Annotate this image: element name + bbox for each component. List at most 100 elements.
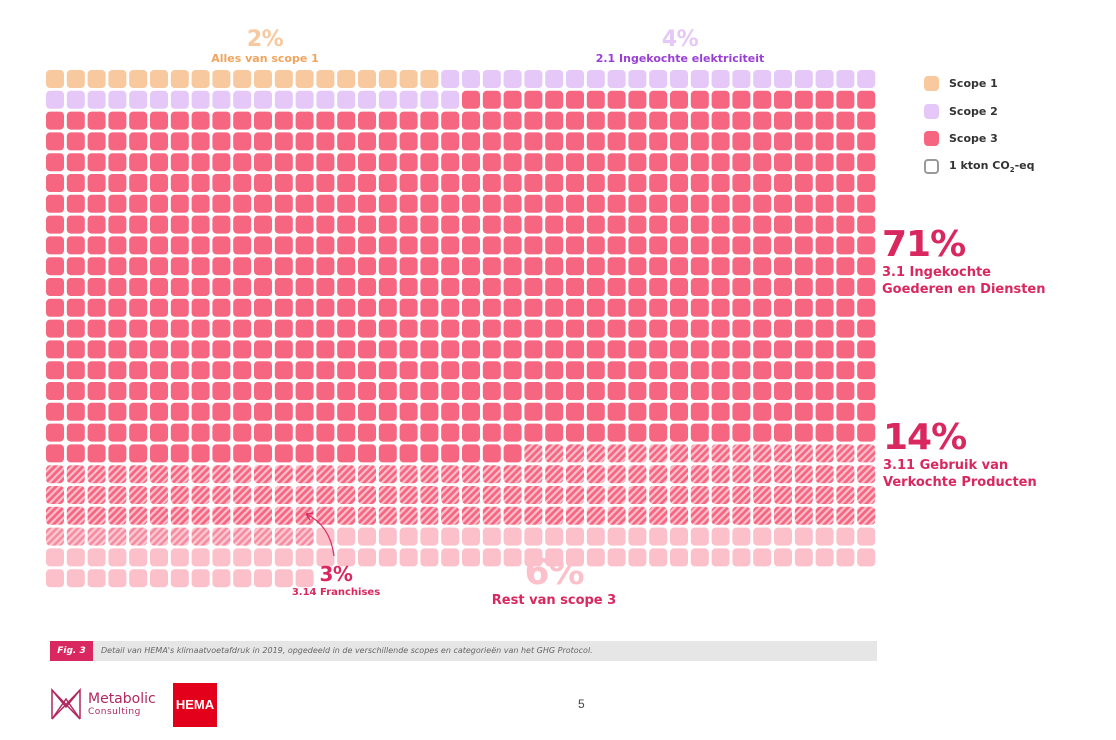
waffle-cell-use — [46, 486, 64, 504]
legend-unit-label: 1 kton CO2-eq — [949, 158, 1035, 174]
waffle-cell-goods — [628, 402, 647, 421]
waffle-cell-goods — [545, 215, 564, 234]
waffle-cell-goods — [337, 236, 356, 255]
waffle-cell-goods — [607, 236, 626, 255]
waffle-cell-goods — [711, 278, 730, 296]
waffle-cell-use — [337, 506, 356, 525]
waffle-cell-use — [46, 465, 64, 484]
waffle-cell-goods — [503, 319, 522, 338]
waffle-cell-goods — [441, 402, 460, 421]
franchise-arrow — [305, 513, 335, 557]
waffle-cell-scope1 — [87, 70, 106, 88]
waffle-cell-goods — [503, 423, 522, 442]
waffle-cell-goods — [108, 361, 127, 380]
waffle-cell-scope1 — [316, 70, 335, 88]
waffle-cell-goods — [420, 298, 439, 317]
waffle-cell-rest — [274, 569, 293, 588]
waffle-cell-goods — [420, 153, 439, 172]
waffle-cell-goods — [711, 361, 730, 380]
waffle-cell-goods — [274, 215, 293, 234]
legend-label-scope2: Scope 2 — [949, 104, 998, 118]
waffle-cell-goods — [794, 174, 813, 192]
waffle-cell-rest — [753, 527, 772, 546]
waffle-cell-goods — [46, 278, 64, 296]
waffle-cell-goods — [337, 132, 356, 151]
waffle-cell-use — [628, 486, 647, 504]
waffle-cell-use — [628, 465, 647, 484]
waffle-cell-goods — [628, 319, 647, 338]
waffle-cell-goods — [857, 340, 876, 359]
waffle-cell-goods — [87, 215, 106, 234]
waffle-cell-scope1 — [191, 70, 210, 88]
waffle-cell-goods — [170, 194, 189, 213]
waffle-cell-goods — [690, 340, 709, 359]
waffle-cell-goods — [482, 278, 501, 296]
waffle-cell-use — [420, 465, 439, 484]
waffle-cell-use — [649, 444, 668, 463]
waffle-cell-goods — [233, 298, 252, 317]
waffle-cell-goods — [378, 215, 397, 234]
waffle-cell-goods — [378, 382, 397, 400]
waffle-cell-use — [586, 465, 605, 484]
waffle-cell-use — [233, 486, 252, 504]
waffle-cell-goods — [670, 423, 688, 442]
waffle-cell-goods — [316, 111, 335, 130]
waffle-cell-goods — [774, 90, 792, 109]
waffle-cell-use — [566, 506, 584, 525]
waffle-cell-goods — [628, 340, 647, 359]
waffle-cell-goods — [316, 278, 335, 296]
waffle-cell-goods — [607, 215, 626, 234]
waffle-cell-goods — [566, 402, 584, 421]
waffle-cell-goods — [254, 444, 272, 463]
waffle-cell-goods — [774, 402, 792, 421]
waffle-cell-goods — [545, 278, 564, 296]
waffle-cell-goods — [649, 257, 668, 276]
waffle-cell-goods — [503, 257, 522, 276]
waffle-cell-goods — [150, 402, 168, 421]
waffle-cell-goods — [129, 153, 148, 172]
waffle-cell-goods — [462, 257, 480, 276]
waffle-cell-goods — [129, 319, 148, 338]
waffle-cell-goods — [670, 111, 688, 130]
waffle-cell-goods — [566, 298, 584, 317]
waffle-cell-rest — [441, 548, 460, 567]
waffle-cell-rest — [295, 548, 314, 567]
waffle-cell-goods — [774, 278, 792, 296]
waffle-cell-goods — [690, 382, 709, 400]
waffle-cell-goods — [274, 402, 293, 421]
waffle-cell-goods — [462, 382, 480, 400]
waffle-cell-goods — [441, 194, 460, 213]
waffle-cell-goods — [378, 444, 397, 463]
waffle-cell-goods — [358, 257, 376, 276]
waffle-cell-rest — [732, 527, 751, 546]
waffle-cell-goods — [316, 382, 335, 400]
waffle-cell-goods — [46, 423, 64, 442]
waffle-cell-scope2 — [690, 70, 709, 88]
waffle-cell-use — [295, 465, 314, 484]
waffle-cell-goods — [649, 236, 668, 255]
legend-item-unit: 1 kton CO2-eq — [924, 153, 1034, 181]
waffle-cell-goods — [649, 423, 668, 442]
waffle-cell-goods — [129, 444, 148, 463]
waffle-cell-goods — [566, 340, 584, 359]
waffle-cell-goods — [586, 423, 605, 442]
waffle-cell-goods — [857, 257, 876, 276]
waffle-cell-scope2 — [836, 70, 855, 88]
waffle-cell-rest — [836, 527, 855, 546]
waffle-cell-use — [108, 465, 127, 484]
waffle-cell-goods — [628, 236, 647, 255]
waffle-cell-goods — [649, 132, 668, 151]
waffle-cell-use — [815, 506, 834, 525]
waffle-cell-goods — [358, 444, 376, 463]
waffle-cell-goods — [441, 423, 460, 442]
waffle-cell-goods — [774, 215, 792, 234]
waffle-cell-goods — [358, 132, 376, 151]
waffle-cell-goods — [337, 174, 356, 192]
waffle-cell-goods — [732, 174, 751, 192]
waffle-cell-goods — [670, 236, 688, 255]
waffle-cell-goods — [170, 423, 189, 442]
waffle-cell-goods — [836, 132, 855, 151]
waffle-cell-scope2 — [794, 70, 813, 88]
waffle-cell-use — [607, 465, 626, 484]
waffle-cell-goods — [545, 90, 564, 109]
